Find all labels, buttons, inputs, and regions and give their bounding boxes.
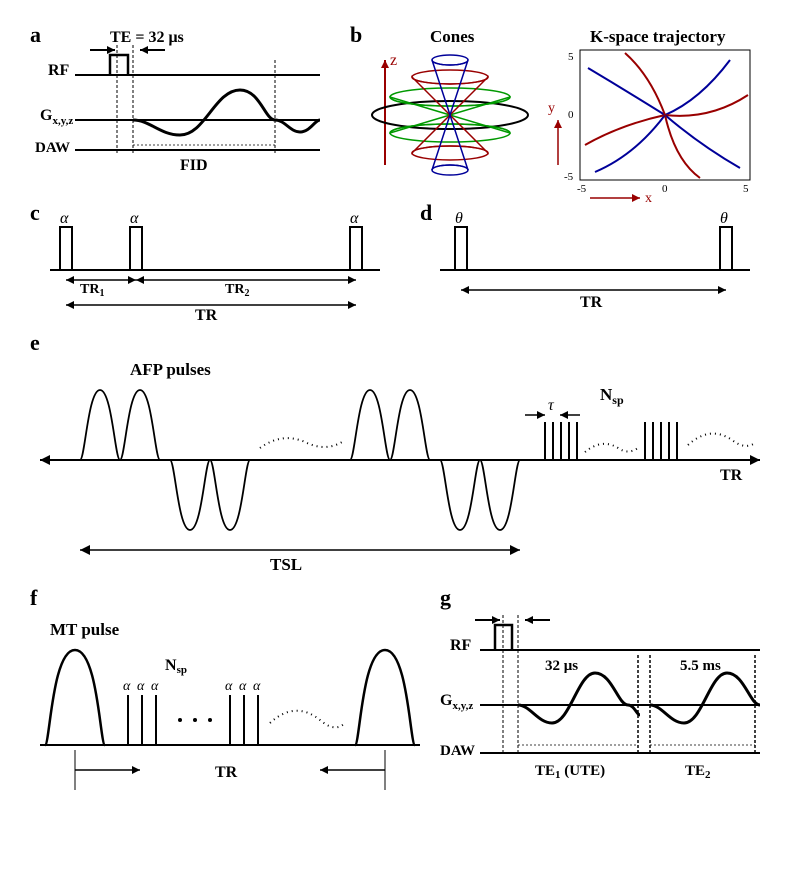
svg-text:α: α [350, 210, 359, 227]
svg-text:d: d [420, 200, 432, 225]
svg-text:α: α [123, 679, 131, 694]
panel-b: b Cones K-space trajectory z 5 0 -5 -5 0 [350, 22, 750, 206]
svg-text:TE1 (UTE): TE1 (UTE) [535, 763, 605, 781]
panel-f: f MT pulse Nsp α α α α α α TR [30, 585, 420, 790]
svg-text:α: α [151, 679, 159, 694]
svg-text:Nsp: Nsp [600, 385, 624, 407]
svg-text:TR: TR [720, 467, 743, 484]
svg-text:x: x [645, 191, 652, 206]
svg-text:AFP pulses: AFP pulses [130, 360, 211, 379]
svg-text:32 μs: 32 μs [545, 658, 578, 674]
svg-text:0: 0 [568, 109, 574, 121]
svg-text:Nsp: Nsp [165, 657, 187, 676]
svg-text:α: α [225, 679, 233, 694]
panel-g: g RF Gx,y,z 32 μs 5.5 ms DAW TE1 (UTE) T… [440, 585, 760, 781]
svg-text:MT pulse: MT pulse [50, 620, 120, 639]
z-axis-label: z [390, 52, 397, 69]
panel-d: d θ θ TR [420, 200, 750, 311]
figure-svg: a TE = 32 μs RF Gx,y,z DAW FID b Cones K… [20, 20, 780, 865]
svg-text:TR: TR [215, 764, 238, 781]
panel-c: c α α α TR1 TR2 TR [30, 200, 380, 324]
kspace-title: K-space trajectory [590, 27, 726, 46]
svg-text:f: f [30, 585, 38, 610]
svg-text:α: α [239, 679, 247, 694]
cones-title: Cones [430, 27, 475, 46]
svg-text:DAW: DAW [440, 743, 475, 759]
svg-text:c: c [30, 200, 40, 225]
svg-text:e: e [30, 330, 40, 355]
svg-text:θ: θ [455, 210, 463, 227]
figure-root: a TE = 32 μs RF Gx,y,z DAW FID b Cones K… [20, 20, 780, 865]
svg-text:TE2: TE2 [685, 763, 711, 781]
svg-text:5.5 ms: 5.5 ms [680, 658, 721, 674]
svg-text:-5: -5 [577, 183, 587, 195]
svg-text:y: y [548, 101, 555, 116]
panel-a-label: a [30, 22, 41, 47]
svg-text:RF: RF [450, 637, 472, 654]
svg-text:TR: TR [195, 307, 218, 324]
cones-diagram: z [372, 52, 528, 175]
fid-label: FID [180, 157, 208, 174]
svg-text:Gx,y,z: Gx,y,z [440, 692, 473, 712]
daw-label: DAW [35, 140, 70, 156]
svg-text:5: 5 [743, 183, 749, 195]
panel-e: e AFP pulses τ Nsp TR TSL [30, 330, 760, 574]
kspace-plot: 5 0 -5 -5 0 5 x y [548, 50, 750, 206]
svg-text:α: α [137, 679, 145, 694]
svg-text:θ: θ [720, 210, 728, 227]
svg-text:τ: τ [548, 397, 555, 414]
svg-text:α: α [130, 210, 139, 227]
svg-text:TR1: TR1 [80, 282, 104, 299]
svg-text:g: g [440, 585, 451, 610]
panel-a: a TE = 32 μs RF Gx,y,z DAW FID [30, 22, 320, 174]
svg-text:-5: -5 [564, 171, 574, 183]
svg-text:0: 0 [662, 183, 668, 195]
g-label: Gx,y,z [40, 107, 73, 127]
svg-text:TR2: TR2 [225, 282, 249, 299]
svg-text:TR: TR [580, 294, 603, 311]
svg-text:α: α [60, 210, 69, 227]
svg-text:TSL: TSL [270, 555, 302, 574]
svg-text:5: 5 [568, 51, 574, 63]
svg-text:α: α [253, 679, 261, 694]
panel-b-label: b [350, 22, 362, 47]
rf-label: RF [48, 62, 70, 79]
te-label: TE = 32 μs [110, 29, 184, 46]
